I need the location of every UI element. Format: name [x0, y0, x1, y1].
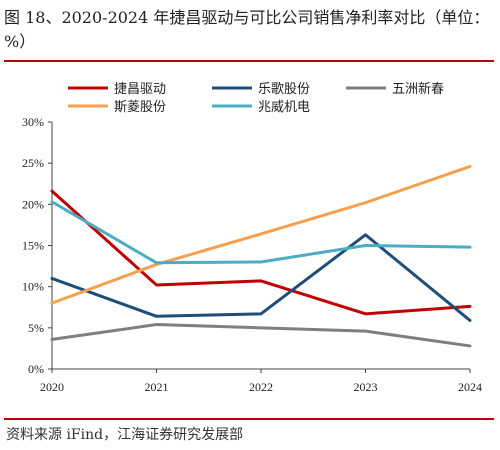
- legend-label: 兆威机电: [258, 100, 310, 115]
- legend-label: 乐歌股份: [258, 82, 310, 97]
- x-tick-label: 2024: [458, 380, 482, 394]
- y-tick-label: 0%: [28, 362, 44, 376]
- x-tick-label: 2020: [40, 380, 64, 394]
- y-tick-label: 20%: [22, 197, 44, 211]
- y-tick-label: 30%: [22, 115, 44, 129]
- source-note: 资料来源 iFind，江海证券研究发展部: [6, 427, 244, 443]
- series-line: [50, 200, 472, 265]
- legend-label: 斯菱股份: [114, 100, 166, 115]
- series-lines: [50, 164, 472, 348]
- x-tick-label: 2023: [354, 380, 378, 394]
- line-chart: 0%5%10%15%20%25%30%2020 2021 2022 2023 2024 …: [22, 81, 482, 394]
- chart-title: 图 18、2020-2024 年捷昌驱动与可比公司销售净利率对比（单位：%）: [4, 8, 490, 51]
- y-tick-label: 5%: [28, 321, 44, 335]
- legend-label: 捷昌驱动: [114, 82, 166, 97]
- series-line: [50, 233, 472, 322]
- bottom-rule: [4, 418, 494, 420]
- series-line: [50, 189, 472, 316]
- y-tick-label: 25%: [22, 156, 44, 170]
- legend-label: 五洲新春: [392, 81, 444, 97]
- y-tick-label: 10%: [22, 280, 44, 294]
- y-tick-label: 15%: [22, 239, 44, 253]
- top-rule: [4, 60, 494, 62]
- axes: 0% 5% 10% 15% 20% 25% 30% 2020 2021 2022 2023 2024: [22, 115, 482, 394]
- series-line: [50, 323, 472, 348]
- x-tick-label: 2022: [249, 380, 273, 394]
- series-line: [50, 164, 472, 305]
- x-tick-label: 2021: [145, 380, 169, 394]
